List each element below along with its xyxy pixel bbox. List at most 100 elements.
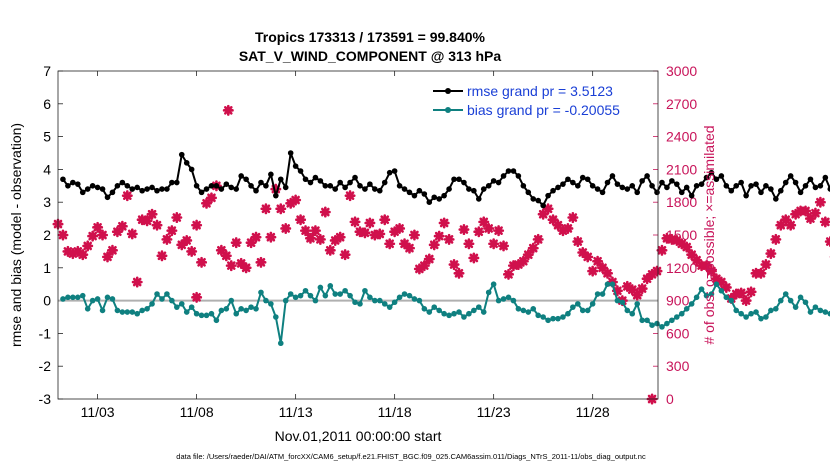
rmse-point	[584, 176, 591, 183]
bias-point	[178, 301, 185, 307]
rmse-point	[664, 184, 670, 191]
obs-assimilated-marker	[418, 260, 430, 272]
obs-assimilated-marker	[309, 225, 321, 237]
rmse-point	[594, 186, 601, 192]
bias-point	[386, 304, 393, 310]
bias-point	[575, 301, 581, 307]
bias-point	[817, 307, 824, 314]
rmse-point	[75, 181, 81, 187]
bias-point	[134, 310, 141, 317]
obs-assimilated-marker	[186, 245, 198, 257]
obs-assimilated-marker	[562, 222, 574, 234]
rmse-point	[60, 176, 66, 183]
rmse-point	[466, 186, 472, 192]
rmse-point	[797, 189, 804, 196]
rmse-point	[114, 183, 121, 189]
bias-point	[238, 306, 244, 312]
y-right-tick-label: 2100	[666, 161, 697, 177]
rmse-point	[827, 186, 830, 192]
bias-point	[342, 287, 348, 294]
obs-assimilated-marker	[502, 268, 514, 280]
legend-bias-marker	[445, 107, 451, 113]
obs-assimilated-marker	[255, 256, 267, 268]
bias-point	[792, 304, 799, 310]
obs-assimilated-marker	[374, 228, 386, 240]
rmse-point	[273, 192, 279, 199]
bias-point	[822, 309, 829, 315]
rmse-point	[258, 179, 264, 186]
rmse-point	[347, 179, 353, 186]
obs-assimilated-marker	[295, 214, 307, 226]
bias-point	[441, 310, 447, 317]
rmse-point	[89, 183, 96, 189]
bias-point	[738, 310, 744, 317]
bias-point	[149, 301, 155, 307]
obs-assimilated-marker	[245, 237, 257, 249]
bias-point	[634, 301, 641, 307]
obs-assimilated-marker	[631, 289, 643, 301]
rmse-point	[545, 192, 551, 199]
bias-point	[144, 306, 150, 312]
bias-point	[421, 306, 428, 312]
rmse-point	[768, 186, 774, 192]
obs-assimilated-marker	[507, 260, 519, 272]
rmse-point	[188, 166, 195, 173]
rmse-point	[337, 179, 343, 186]
bias-point	[535, 312, 541, 319]
bias-point	[89, 297, 96, 304]
rmse-point	[317, 178, 324, 184]
rmse-point	[426, 199, 433, 205]
bias-point	[525, 309, 532, 315]
bias-point	[307, 292, 314, 299]
bias-point	[758, 315, 764, 322]
obs-assimilated-marker	[453, 267, 465, 279]
rmse-point	[570, 179, 576, 186]
obs-assimilated-marker	[804, 213, 816, 225]
y-left-tick-label: 5	[43, 129, 51, 145]
rmse-point	[129, 186, 136, 192]
bias-point	[258, 289, 264, 296]
obs-assimilated-marker	[339, 249, 351, 261]
bias-point	[84, 306, 91, 312]
rmse-point	[763, 183, 769, 189]
rmse-point	[253, 187, 259, 194]
obs-assimilated-marker	[532, 233, 544, 245]
rmse-point	[639, 178, 645, 184]
obs-assimilated-marker	[146, 208, 158, 220]
rmse-point	[65, 183, 71, 189]
rmse-point	[372, 186, 378, 192]
rmse-point	[604, 179, 611, 186]
obs-assimilated-marker	[542, 203, 554, 215]
obs-assimilated-marker	[438, 217, 450, 229]
obs-assimilated-marker	[220, 250, 232, 262]
rmse-point	[624, 186, 631, 192]
obs-assimilated-marker	[394, 222, 406, 234]
obs-assimilated-marker	[800, 205, 812, 217]
obs-assimilated-marker	[304, 232, 316, 244]
bias-point	[797, 294, 804, 301]
y-right-tick-label: 2700	[666, 96, 697, 112]
obs-assimilated-marker	[730, 288, 742, 300]
bias-point	[233, 310, 240, 317]
rmse-point	[416, 187, 423, 194]
obs-assimilated-marker	[592, 255, 604, 267]
obs-assimilated-marker	[67, 248, 79, 260]
rmse-point	[723, 183, 730, 189]
obs-assimilated-marker	[196, 256, 208, 268]
obs-assimilated-marker	[488, 238, 500, 250]
rmse-point	[693, 183, 700, 189]
bias-point	[129, 309, 136, 315]
obs-assimilated-marker	[661, 232, 673, 244]
bias-point	[802, 299, 809, 306]
rmse-point	[268, 171, 274, 178]
obs-assimilated-marker	[131, 276, 143, 288]
bias-point	[352, 299, 358, 306]
obs-assimilated-marker	[720, 281, 732, 293]
bias-point	[391, 299, 398, 306]
bias-point	[693, 294, 700, 301]
bias-point	[451, 310, 457, 317]
rmse-point	[708, 169, 715, 176]
rmse-point	[753, 181, 759, 187]
rmse-point	[99, 186, 106, 192]
